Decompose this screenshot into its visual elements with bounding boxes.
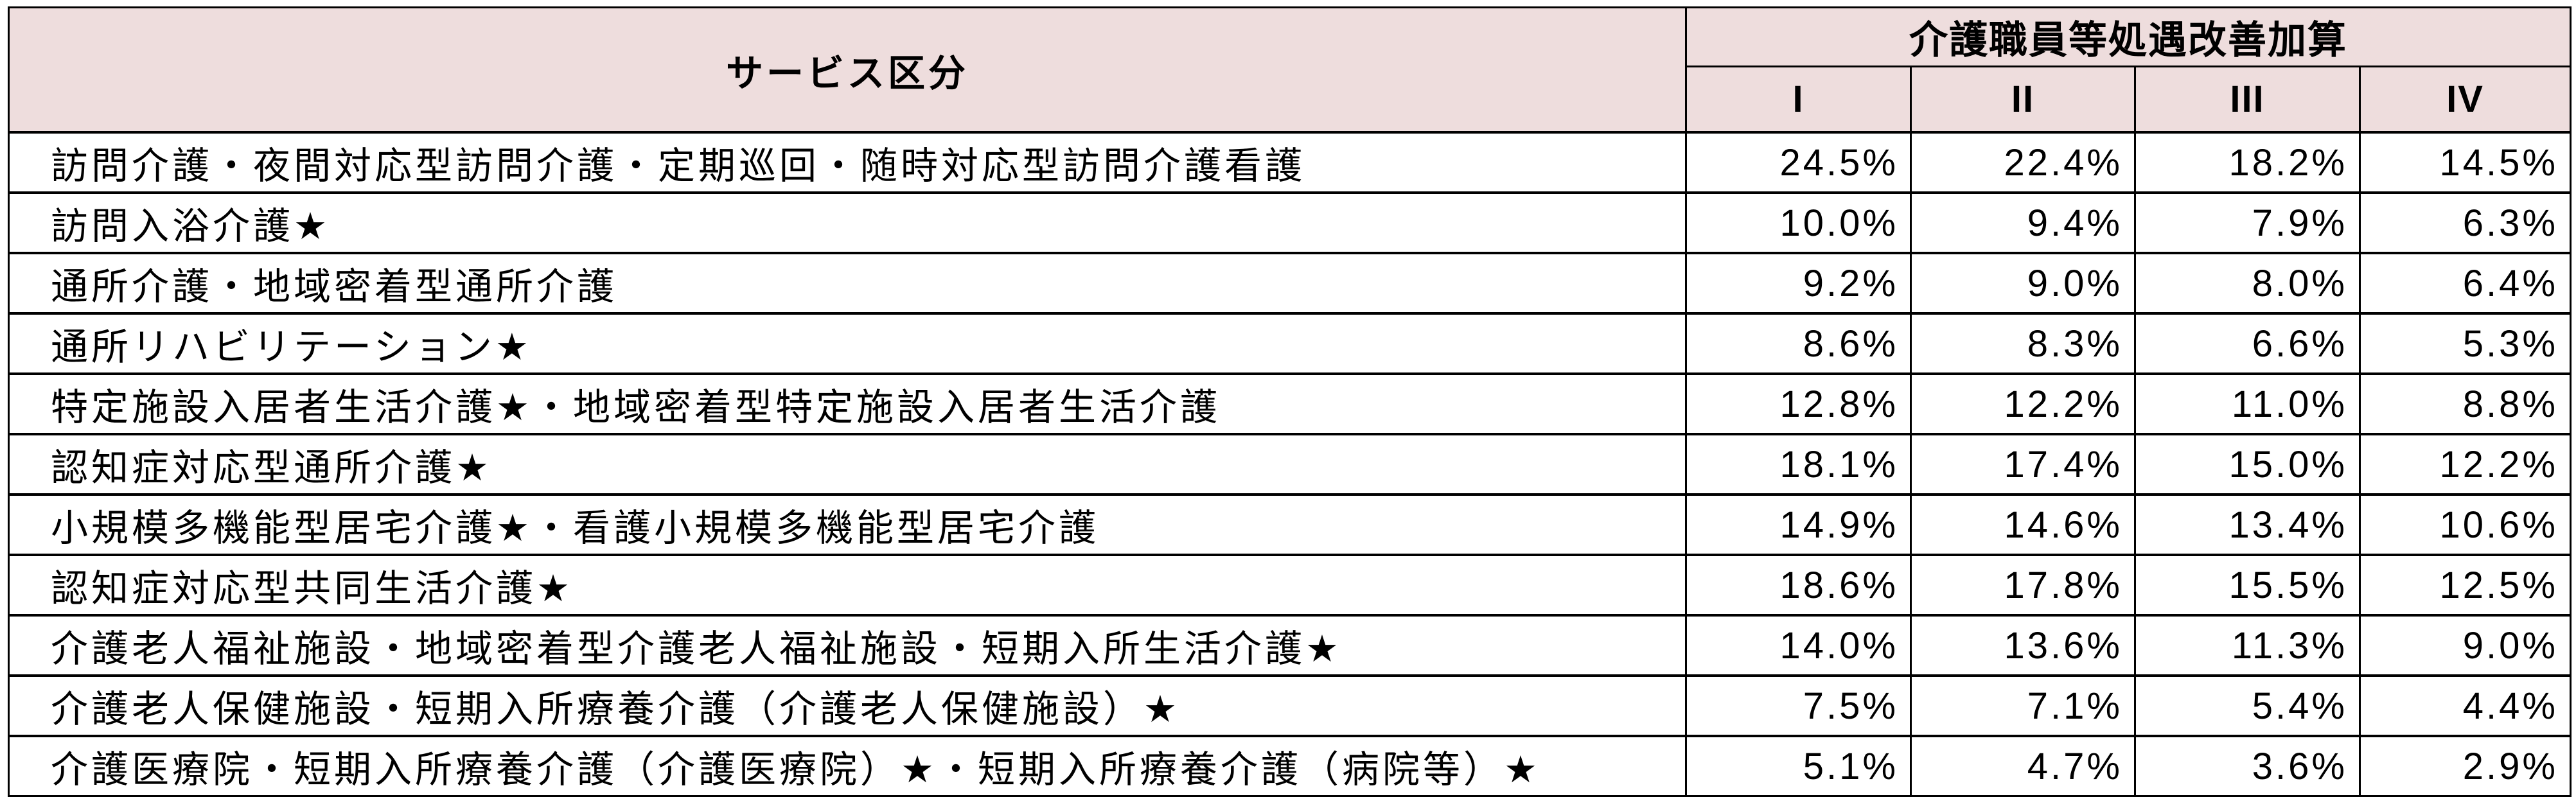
- rate-cell: 4.4%: [2359, 674, 2572, 737]
- table-body: 訪問介護・夜間対応型訪問介護・定期巡回・随時対応型訪問介護看護 24.5% 22…: [8, 131, 2572, 797]
- rate-cell: 9.4%: [1910, 191, 2136, 254]
- rate-cell: 5.1%: [1685, 735, 1912, 797]
- care-addition-rate-table: サービス区分 介護職員等処遇改善加算 I II III IV 訪問介護・夜間対応…: [8, 6, 2572, 797]
- rate-cell: 11.0%: [2134, 372, 2361, 435]
- table-row: 通所リハビリテーション★ 8.6% 8.3% 6.6% 5.3%: [8, 312, 2572, 375]
- level-header-3: III: [2134, 66, 2361, 134]
- rate-cell: 10.0%: [1685, 191, 1912, 254]
- rate-cell: 17.4%: [1910, 433, 2136, 496]
- addition-group-header: 介護職員等処遇改善加算: [1685, 6, 2572, 67]
- service-cell: 認知症対応型通所介護★: [8, 433, 1687, 496]
- service-cell: 通所介護・地域密着型通所介護: [8, 252, 1687, 315]
- rate-cell: 14.9%: [1685, 493, 1912, 556]
- rate-cell: 12.5%: [2359, 554, 2572, 617]
- rate-cell: 9.2%: [1685, 252, 1912, 315]
- level-header-4: IV: [2359, 66, 2572, 134]
- rate-cell: 15.0%: [2134, 433, 2361, 496]
- table-row: 介護老人保健施設・短期入所療養介護（介護老人保健施設）★ 7.5% 7.1% 5…: [8, 674, 2572, 737]
- rate-cell: 6.3%: [2359, 191, 2572, 254]
- table-row: 訪問入浴介護★ 10.0% 9.4% 7.9% 6.3%: [8, 191, 2572, 254]
- level-header-2: II: [1910, 66, 2136, 134]
- rate-cell: 18.6%: [1685, 554, 1912, 617]
- rate-cell: 14.5%: [2359, 131, 2572, 194]
- table-row: 認知症対応型通所介護★ 18.1% 17.4% 15.0% 12.2%: [8, 433, 2572, 496]
- service-cell: 認知症対応型共同生活介護★: [8, 554, 1687, 617]
- table-row: 訪問介護・夜間対応型訪問介護・定期巡回・随時対応型訪問介護看護 24.5% 22…: [8, 131, 2572, 194]
- service-cell: 特定施設入居者生活介護★・地域密着型特定施設入居者生活介護: [8, 372, 1687, 435]
- rate-cell: 9.0%: [1910, 252, 2136, 315]
- header-row-levels: I II III IV: [9, 66, 2572, 134]
- header-row-top: サービス区分 介護職員等処遇改善加算: [8, 6, 2572, 134]
- table-row: 認知症対応型共同生活介護★ 18.6% 17.8% 15.5% 12.5%: [8, 554, 2572, 617]
- rate-cell: 14.6%: [1910, 493, 2136, 556]
- table-row: 小規模多機能型居宅介護★・看護小規模多機能型居宅介護 14.9% 14.6% 1…: [8, 493, 2572, 556]
- service-cell: 通所リハビリテーション★: [8, 312, 1687, 375]
- service-cell: 介護老人福祉施設・地域密着型介護老人福祉施設・短期入所生活介護★: [8, 614, 1687, 677]
- rate-cell: 15.5%: [2134, 554, 2361, 617]
- rate-cell: 2.9%: [2359, 735, 2572, 797]
- service-cell: 介護老人保健施設・短期入所療養介護（介護老人保健施設）★: [8, 674, 1687, 737]
- level-header-1: I: [1685, 66, 1912, 134]
- table-container: サービス区分 介護職員等処遇改善加算 I II III IV 訪問介護・夜間対応…: [8, 6, 2572, 797]
- service-cell: 訪問入浴介護★: [8, 191, 1687, 254]
- rate-cell: 6.4%: [2359, 252, 2572, 315]
- table-header: サービス区分 介護職員等処遇改善加算 I II III IV: [8, 6, 2572, 134]
- rate-cell: 3.6%: [2134, 735, 2361, 797]
- rate-cell: 17.8%: [1910, 554, 2136, 617]
- rate-cell: 14.0%: [1685, 614, 1912, 677]
- table-row: 特定施設入居者生活介護★・地域密着型特定施設入居者生活介護 12.8% 12.2…: [8, 372, 2572, 435]
- rate-cell: 13.4%: [2134, 493, 2361, 556]
- rate-cell: 8.3%: [1910, 312, 2136, 375]
- rate-cell: 12.2%: [2359, 433, 2572, 496]
- service-cell: 介護医療院・短期入所療養介護（介護医療院）★・短期入所療養介護（病院等）★: [8, 735, 1687, 797]
- rate-cell: 9.0%: [2359, 614, 2572, 677]
- table-row: 介護医療院・短期入所療養介護（介護医療院）★・短期入所療養介護（病院等）★ 5.…: [8, 735, 2572, 797]
- rate-cell: 7.1%: [1910, 674, 2136, 737]
- rate-cell: 5.3%: [2359, 312, 2572, 375]
- rate-cell: 18.2%: [2134, 131, 2361, 194]
- rate-cell: 8.0%: [2134, 252, 2361, 315]
- rate-cell: 18.1%: [1685, 433, 1912, 496]
- rate-cell: 13.6%: [1910, 614, 2136, 677]
- service-cell: 訪問介護・夜間対応型訪問介護・定期巡回・随時対応型訪問介護看護: [8, 131, 1687, 194]
- rate-cell: 5.4%: [2134, 674, 2361, 737]
- rate-cell: 8.8%: [2359, 372, 2572, 435]
- service-category-header: サービス区分: [8, 6, 1687, 134]
- rate-cell: 4.7%: [1910, 735, 2136, 797]
- rate-cell: 7.9%: [2134, 191, 2361, 254]
- rate-cell: 6.6%: [2134, 312, 2361, 375]
- rate-cell: 22.4%: [1910, 131, 2136, 194]
- service-cell: 小規模多機能型居宅介護★・看護小規模多機能型居宅介護: [8, 493, 1687, 556]
- rate-cell: 10.6%: [2359, 493, 2572, 556]
- rate-cell: 24.5%: [1685, 131, 1912, 194]
- rate-cell: 11.3%: [2134, 614, 2361, 677]
- rate-cell: 8.6%: [1685, 312, 1912, 375]
- rate-cell: 12.2%: [1910, 372, 2136, 435]
- rate-cell: 7.5%: [1685, 674, 1912, 737]
- table-row: 介護老人福祉施設・地域密着型介護老人福祉施設・短期入所生活介護★ 14.0% 1…: [8, 614, 2572, 677]
- table-row: 通所介護・地域密着型通所介護 9.2% 9.0% 8.0% 6.4%: [8, 252, 2572, 315]
- rate-cell: 12.8%: [1685, 372, 1912, 435]
